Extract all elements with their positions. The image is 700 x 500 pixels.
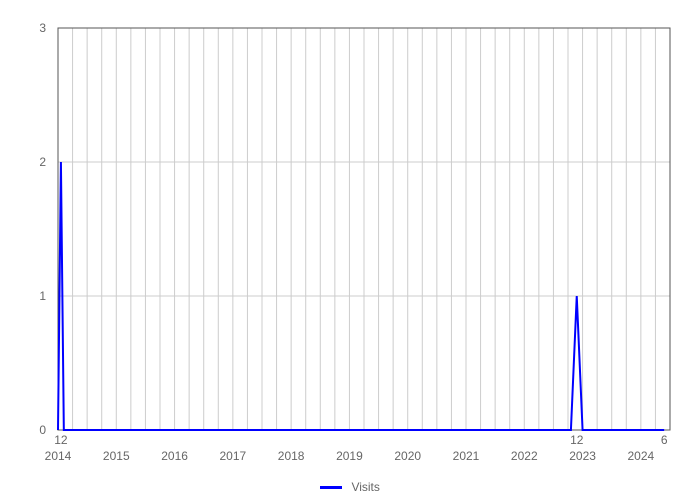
x-tick-label: 2017 (220, 449, 247, 463)
x-tick-label: 2019 (336, 449, 363, 463)
legend: Visits (0, 480, 700, 494)
y-tick-label: 1 (39, 289, 46, 303)
x-tick-label: 2020 (394, 449, 421, 463)
chart-svg: 1212620142015201620172018201920202021202… (0, 0, 700, 500)
x-tick-label: 2016 (161, 449, 188, 463)
legend-label: Visits (351, 480, 379, 494)
x-tick-label: 2014 (45, 449, 72, 463)
legend-swatch (320, 486, 342, 489)
x-tick-label: 2023 (569, 449, 596, 463)
x-tick-label: 2024 (628, 449, 655, 463)
x-tick-label: 2015 (103, 449, 130, 463)
y-tick-label: 3 (39, 21, 46, 35)
x-tick-label: 2022 (511, 449, 538, 463)
data-annotation: 12 (570, 433, 584, 447)
chart-container: CONSTRUCCIONES MANUR SL. (Spain) Page vi… (0, 0, 700, 500)
x-tick-label: 2018 (278, 449, 305, 463)
x-tick-label: 2021 (453, 449, 480, 463)
y-tick-label: 0 (39, 423, 46, 437)
y-tick-label: 2 (39, 155, 46, 169)
data-annotation: 12 (54, 433, 68, 447)
data-annotation: 6 (661, 433, 668, 447)
